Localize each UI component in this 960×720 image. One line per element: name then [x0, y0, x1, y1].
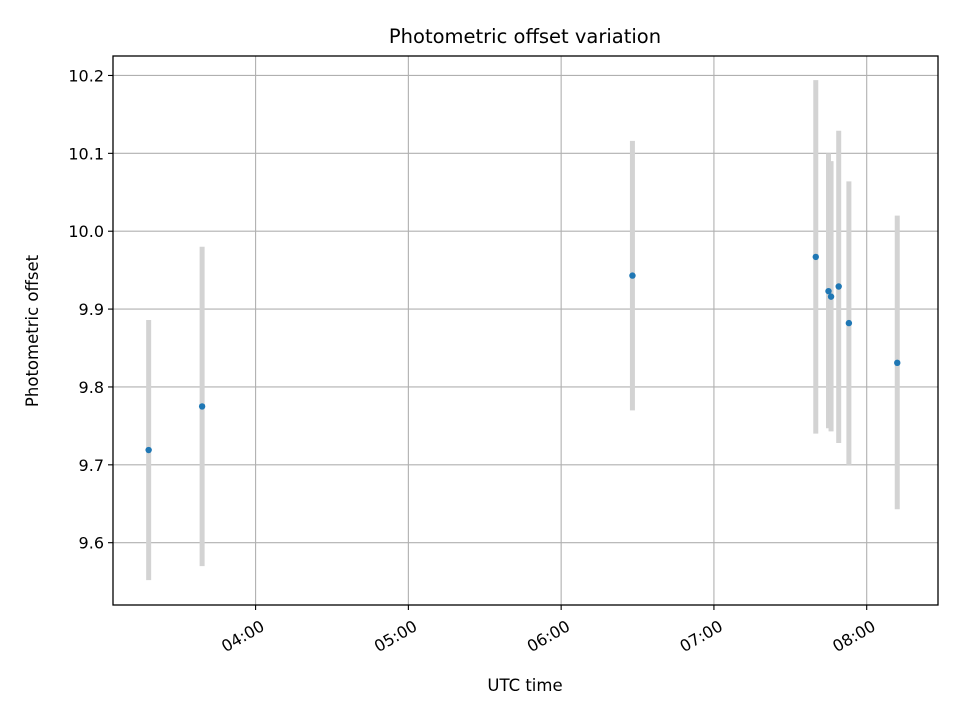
y-axis: 9.6 9.7 9.8 9.9 10.0 10.1 10.2 — [68, 66, 113, 553]
y-tick-label: 9.7 — [79, 456, 104, 475]
data-point — [825, 287, 832, 295]
y-tick-label: 10.0 — [68, 222, 104, 241]
y-tick-label: 9.9 — [79, 300, 104, 319]
data-point — [812, 253, 819, 261]
chart-title: Photometric offset variation — [389, 25, 661, 48]
data-point — [835, 283, 842, 290]
y-axis-label: Photometric offset — [23, 254, 42, 407]
data-point — [145, 446, 152, 454]
x-axis-label: UTC time — [487, 676, 562, 695]
data-point — [629, 272, 636, 279]
data-point — [894, 359, 901, 367]
data-point — [198, 403, 206, 410]
data-point — [827, 293, 835, 300]
y-tick-label: 9.8 — [79, 378, 104, 397]
plot-frame — [112, 55, 939, 606]
y-tick-label: 10.2 — [68, 66, 104, 85]
y-tick-label: 10.1 — [68, 144, 104, 163]
y-tick-label: 9.6 — [79, 534, 104, 553]
grid — [113, 56, 938, 605]
data-marks — [145, 80, 901, 581]
data-point — [845, 319, 853, 327]
